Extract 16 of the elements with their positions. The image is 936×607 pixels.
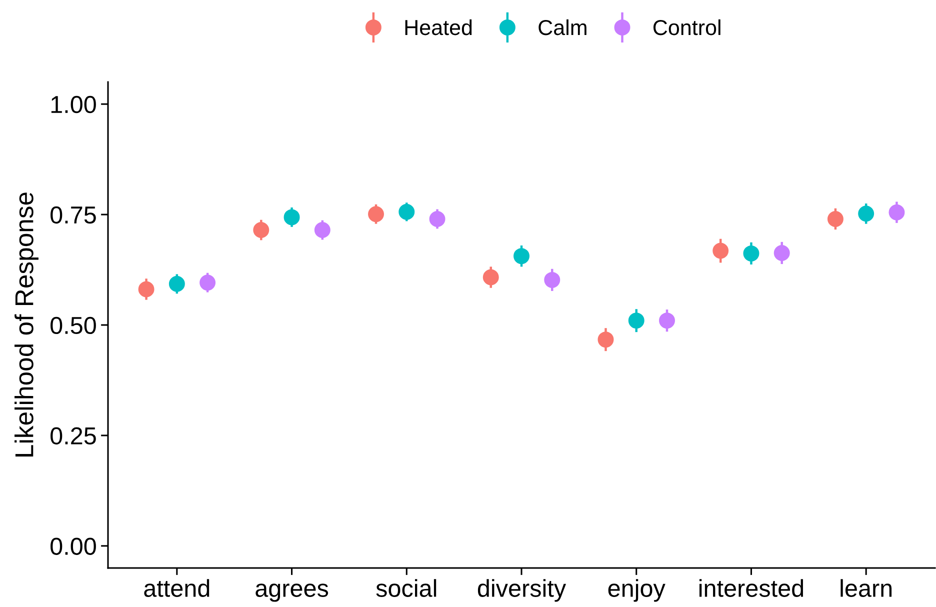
x-tick-label: enjoy bbox=[608, 579, 666, 602]
x-tick-label: social bbox=[376, 579, 436, 597]
y-tick-label: 0.00 bbox=[50, 538, 96, 555]
x-tick-label: attend bbox=[144, 579, 210, 597]
y-tick-label: 0.25 bbox=[50, 427, 96, 444]
x-tick-label: learn bbox=[840, 579, 892, 597]
y-tick-label: 0.50 bbox=[50, 316, 96, 334]
x-tick-label: agrees bbox=[256, 584, 328, 602]
y-tick-label: 0.75 bbox=[50, 206, 96, 224]
y-axis-title: Likelihood of Response bbox=[14, 192, 38, 456]
y-tick-label: 1.00 bbox=[51, 96, 96, 114]
x-tick-label: interested bbox=[699, 579, 804, 597]
x-tick-label: diversity bbox=[478, 579, 566, 602]
legend-label: Control bbox=[653, 19, 720, 36]
legend-label: Heated bbox=[405, 19, 472, 36]
legend-label: Calm bbox=[538, 19, 586, 36]
